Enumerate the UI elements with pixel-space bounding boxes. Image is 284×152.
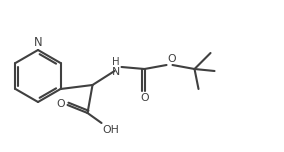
- Text: O: O: [56, 99, 64, 109]
- Text: N: N: [34, 36, 42, 48]
- Text: OH: OH: [103, 125, 119, 135]
- Text: O: O: [168, 54, 176, 64]
- Text: H: H: [112, 57, 119, 67]
- Text: N: N: [111, 67, 120, 77]
- Text: O: O: [140, 93, 149, 103]
